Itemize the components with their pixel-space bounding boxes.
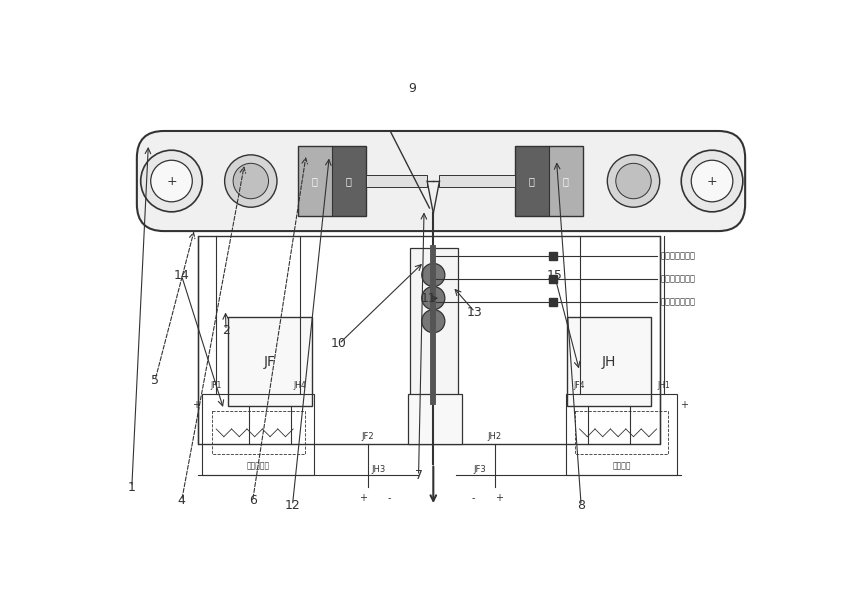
Text: 7: 7 — [414, 469, 422, 482]
Circle shape — [691, 160, 732, 202]
Text: 5: 5 — [151, 374, 159, 387]
Text: JH3: JH3 — [371, 465, 386, 475]
Bar — [548, 147, 582, 216]
Circle shape — [425, 275, 433, 282]
Text: -: - — [471, 493, 474, 503]
Text: 遥控分合令: 遥控分合令 — [246, 462, 269, 470]
Text: JF2: JF2 — [361, 431, 374, 440]
Circle shape — [607, 155, 659, 207]
Text: 分: 分 — [562, 176, 568, 186]
Bar — [566, 317, 650, 406]
Circle shape — [225, 155, 276, 207]
Bar — [574, 411, 667, 454]
Bar — [410, 248, 457, 402]
Bar — [514, 147, 548, 216]
Bar — [297, 147, 331, 216]
Circle shape — [421, 287, 444, 310]
Text: 合: 合 — [345, 176, 351, 186]
Bar — [548, 275, 556, 282]
Text: JF3: JF3 — [473, 465, 486, 475]
Circle shape — [232, 163, 269, 199]
Text: 14: 14 — [174, 269, 189, 282]
Text: -: - — [387, 493, 391, 503]
Circle shape — [421, 264, 444, 287]
Text: 1: 1 — [127, 481, 135, 494]
Bar — [514, 147, 582, 216]
Bar — [565, 394, 677, 475]
Text: +: + — [678, 401, 687, 411]
Text: 10: 10 — [331, 337, 346, 350]
Text: 分: 分 — [312, 176, 318, 186]
FancyBboxPatch shape — [137, 131, 744, 231]
Circle shape — [421, 310, 444, 333]
Circle shape — [421, 310, 444, 333]
Bar — [548, 252, 556, 259]
Bar — [227, 317, 312, 406]
Text: +: + — [192, 401, 200, 411]
Text: 4: 4 — [177, 495, 185, 508]
Circle shape — [680, 150, 742, 212]
Circle shape — [140, 150, 202, 212]
Text: JH: JH — [601, 355, 616, 369]
Circle shape — [151, 160, 192, 202]
Text: JF: JF — [263, 355, 276, 369]
Text: 13: 13 — [467, 306, 482, 319]
Circle shape — [425, 252, 433, 259]
Text: 11: 11 — [420, 292, 436, 305]
Text: 9: 9 — [407, 82, 415, 95]
Text: 6: 6 — [248, 495, 257, 508]
Bar — [202, 394, 313, 475]
Text: +: + — [359, 493, 367, 503]
Text: +: + — [166, 174, 177, 187]
Circle shape — [421, 264, 444, 287]
Text: +: + — [495, 493, 503, 503]
Text: JH2: JH2 — [487, 431, 501, 440]
Text: JF1: JF1 — [210, 381, 221, 391]
Text: 12: 12 — [284, 499, 300, 512]
Text: 8: 8 — [577, 499, 585, 512]
Text: 合位置信号接点: 合位置信号接点 — [660, 251, 695, 260]
Bar — [548, 298, 556, 306]
Text: 合: 合 — [529, 176, 534, 186]
Circle shape — [615, 163, 650, 199]
Bar — [331, 147, 365, 216]
Bar — [297, 147, 365, 216]
Bar — [407, 394, 461, 444]
Circle shape — [421, 287, 444, 310]
Bar — [198, 236, 660, 444]
Bar — [439, 175, 514, 187]
Text: 遥控合令: 遥控合令 — [611, 462, 630, 470]
Text: JF4: JF4 — [573, 381, 585, 391]
Text: JH1: JH1 — [656, 381, 669, 391]
Text: 分位置信号接点: 分位置信号接点 — [660, 297, 695, 306]
Text: +: + — [706, 174, 716, 187]
Bar — [365, 175, 427, 187]
Text: 位置信号公共端: 位置信号公共端 — [660, 274, 695, 283]
Text: 15: 15 — [546, 269, 562, 282]
Text: 2: 2 — [222, 324, 230, 337]
Bar — [211, 411, 304, 454]
Circle shape — [425, 298, 433, 306]
Text: JH4: JH4 — [294, 381, 307, 391]
